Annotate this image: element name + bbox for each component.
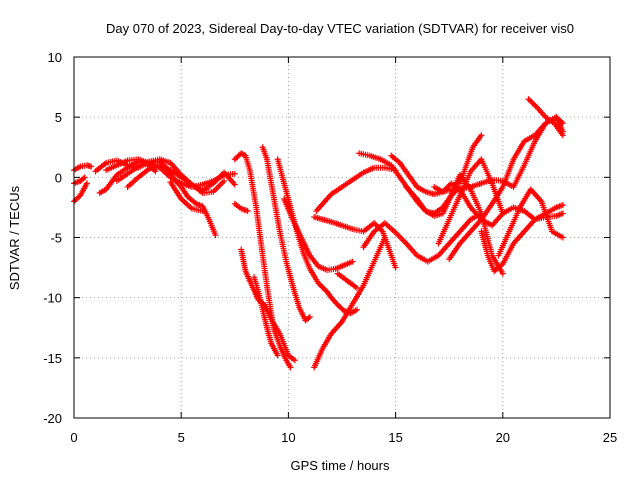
y-tick-label: 5 — [55, 110, 62, 125]
data-series — [431, 180, 566, 229]
y-tick-label: 10 — [48, 50, 62, 65]
data-point — [287, 364, 294, 371]
data-point — [88, 163, 95, 170]
data-point — [559, 202, 566, 209]
data-series — [403, 171, 506, 277]
data-point — [392, 264, 399, 271]
y-axis-label: SDTVAR / TECUs — [7, 185, 22, 290]
y-tick-label: 0 — [55, 170, 62, 185]
data-series — [251, 274, 281, 359]
x-tick-label: 10 — [281, 430, 295, 445]
data-point — [244, 208, 251, 215]
x-tick-label: 15 — [388, 430, 402, 445]
data-point — [499, 210, 506, 217]
data-series — [124, 162, 228, 196]
tick-labels: 0 5 10 15 20 25 -20 -15 -10 -5 0 5 10 — [43, 50, 617, 445]
data-point — [349, 258, 356, 265]
data-series — [495, 186, 566, 259]
data-series — [456, 132, 485, 187]
data-point — [478, 132, 485, 139]
data-point — [354, 285, 361, 292]
data-point — [559, 132, 566, 139]
data-point — [499, 270, 506, 277]
data-point — [83, 180, 90, 187]
y-tick-label: -10 — [43, 291, 62, 306]
data-point — [81, 174, 88, 181]
data-series — [156, 158, 219, 239]
data-points — [71, 96, 566, 371]
x-tick-label: 20 — [496, 430, 510, 445]
data-series — [167, 179, 206, 215]
data-point — [354, 306, 361, 313]
x-tick-label: 5 — [178, 430, 185, 445]
data-point — [559, 210, 566, 217]
data-series — [311, 234, 388, 371]
data-series — [334, 270, 361, 292]
data-point — [221, 177, 228, 184]
data-point — [559, 234, 566, 241]
x-tick-label: 0 — [70, 430, 77, 445]
x-tick-label: 25 — [603, 430, 617, 445]
chart-title: Day 070 of 2023, Sidereal Day-to-day VTE… — [106, 21, 574, 36]
y-tick-label: -5 — [50, 231, 62, 246]
data-series — [360, 210, 485, 265]
data-point — [381, 234, 388, 241]
data-point — [291, 357, 298, 364]
axis-ticks — [73, 56, 611, 419]
data-point — [199, 208, 206, 215]
data-point — [212, 232, 219, 239]
data-series — [313, 164, 399, 215]
data-series — [71, 174, 88, 187]
data-point — [152, 168, 159, 175]
data-point — [231, 181, 238, 188]
data-series — [71, 162, 95, 174]
y-tick-label: -15 — [43, 351, 62, 366]
data-point — [559, 120, 566, 127]
data-series — [231, 200, 251, 215]
data-series — [525, 96, 566, 139]
data-point — [306, 313, 313, 320]
data-series — [446, 114, 566, 263]
data-series — [259, 144, 313, 324]
grid-lines — [74, 57, 610, 418]
data-point — [274, 352, 281, 359]
x-axis-label: GPS time / hours — [291, 458, 390, 473]
data-series — [281, 195, 356, 273]
data-point — [231, 170, 238, 177]
y-tick-label: -20 — [43, 411, 62, 426]
